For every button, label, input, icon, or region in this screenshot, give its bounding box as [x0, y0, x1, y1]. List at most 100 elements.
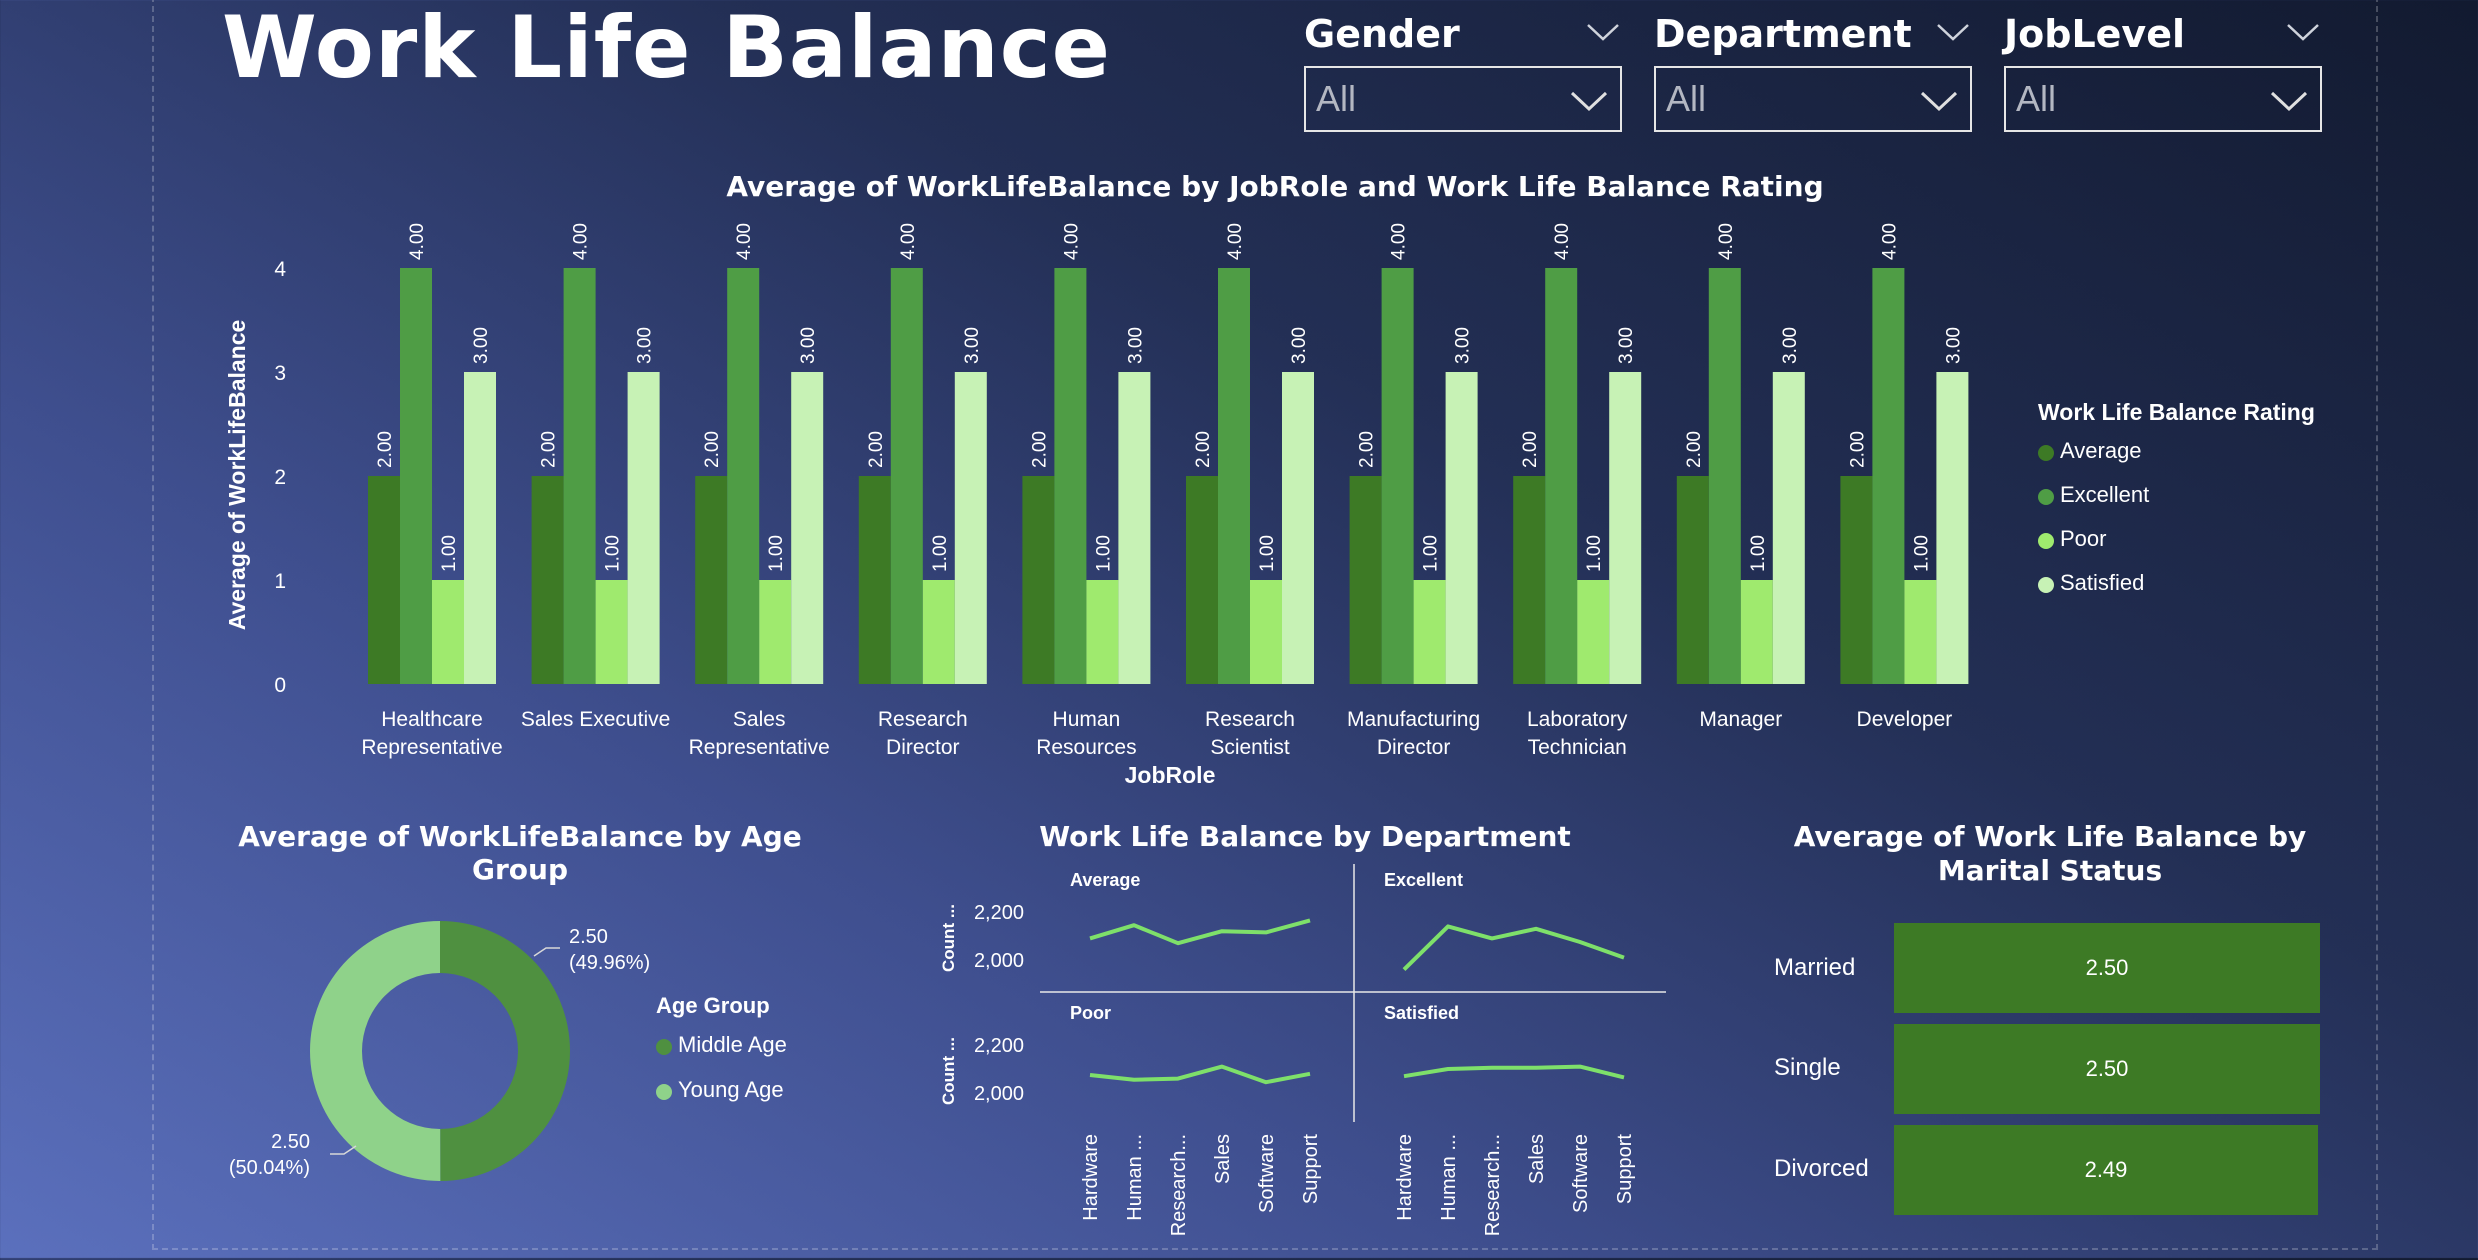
bar-average[interactable]	[1186, 476, 1218, 684]
bar-average[interactable]	[531, 476, 564, 684]
bar-satisfied[interactable]	[954, 372, 987, 684]
bar-average[interactable]	[368, 476, 400, 684]
bar-satisfied[interactable]	[1118, 372, 1151, 684]
department-slicer[interactable]: Department All	[1654, 8, 1972, 132]
bar-poor[interactable]	[1740, 580, 1773, 684]
bar-excellent[interactable]	[1872, 268, 1905, 684]
bar-excellent[interactable]	[1381, 268, 1414, 684]
chevron-down-icon[interactable]	[1920, 90, 1958, 112]
donut-percent-label: (49.96%)	[569, 952, 650, 974]
age-legend-title: Age Group	[656, 993, 770, 1018]
bar-data-label: 2.00	[702, 431, 723, 468]
panel-title-average: Average	[1070, 870, 1140, 890]
jobrole-chart-title: Average of WorkLifeBalance by JobRole an…	[726, 170, 1824, 203]
x-tick-label: Sales	[1212, 1134, 1234, 1184]
marital-bar-divorced[interactable]: 2.49	[1894, 1125, 2318, 1215]
x-tick-label: Director	[1377, 736, 1451, 759]
bar-excellent[interactable]	[890, 268, 923, 684]
marital-bar-single[interactable]: 2.50	[1894, 1024, 2320, 1114]
bar-average[interactable]	[695, 476, 728, 684]
chevron-down-icon[interactable]	[2270, 90, 2308, 112]
bar-poor[interactable]	[922, 580, 955, 684]
x-tick-label: Sales	[1526, 1134, 1548, 1184]
bar-poor[interactable]	[759, 580, 792, 684]
bar-satisfied[interactable]	[1282, 372, 1314, 684]
bar-poor[interactable]	[1413, 580, 1446, 684]
marital-label-divorced: Divorced	[1774, 1155, 1869, 1182]
bar-average[interactable]	[1513, 476, 1546, 684]
bar-poor[interactable]	[1904, 580, 1937, 684]
legend-item-young-age[interactable]: Young Age	[654, 1075, 784, 1105]
gender-dropdown[interactable]: All	[1304, 66, 1622, 132]
chevron-down-icon[interactable]	[1570, 90, 1608, 112]
line-series-excellent[interactable]	[1402, 924, 1625, 972]
bar-poor[interactable]	[1086, 580, 1119, 684]
bar-data-label: 3.00	[962, 327, 983, 364]
bar-average[interactable]	[1022, 476, 1055, 684]
legend-item-excellent[interactable]: Excellent	[2036, 480, 2149, 510]
department-line-small-multiples: 2,200 2,000 Count ... 2,200 2,000 Count ... Av…	[939, 864, 1666, 1236]
line-series-satisfied[interactable]	[1403, 1064, 1625, 1080]
bar-data-label: 2.00	[1847, 431, 1868, 468]
bar-satisfied[interactable]	[464, 372, 496, 684]
department-dropdown-value: All	[1666, 78, 1707, 119]
bar-satisfied[interactable]	[1772, 372, 1805, 684]
bar-average[interactable]	[1349, 476, 1382, 684]
marital-chart-title: Average of Work Life Balance by Marital …	[1793, 820, 2307, 887]
line-series-average[interactable]	[1089, 918, 1311, 946]
age-chart-title: Average of WorkLifeBalance by Age Group	[238, 820, 802, 886]
bar-excellent[interactable]	[1708, 268, 1741, 684]
bar-data-label: 4.00	[571, 223, 592, 260]
department-chart-title: Work Life Balance by Department	[1039, 820, 1571, 853]
legend-label-poor: Poor	[2060, 526, 2107, 551]
donut-slice-middle-age[interactable]	[440, 921, 571, 1181]
chevron-down-icon[interactable]	[1586, 22, 1620, 42]
bar-excellent[interactable]	[727, 268, 760, 684]
bar-data-label: 2.00	[1684, 431, 1705, 468]
bar-average[interactable]	[1676, 476, 1709, 684]
x-tick-label: Human	[1053, 708, 1121, 731]
chevron-down-icon[interactable]	[1936, 22, 1970, 42]
bar-satisfied[interactable]	[1445, 372, 1478, 684]
bar-satisfied[interactable]	[1936, 372, 1969, 684]
y-tick-label: 1	[274, 570, 286, 593]
bar-average[interactable]	[858, 476, 891, 684]
legend-item-poor[interactable]: Poor	[2036, 524, 2106, 554]
bar-average[interactable]	[1840, 476, 1873, 684]
marital-bar-married[interactable]: 2.50	[1894, 923, 2320, 1013]
bar-excellent[interactable]	[1545, 268, 1578, 684]
bar-data-label: 4.00	[1552, 223, 1573, 260]
bar-satisfied[interactable]	[791, 372, 824, 684]
legend-item-average[interactable]: Average	[2036, 436, 2142, 466]
bar-data-label: 1.00	[603, 535, 624, 572]
line-series-poor[interactable]	[1089, 1064, 1311, 1085]
bar-data-label: 1.00	[1911, 535, 1932, 572]
bar-excellent[interactable]	[563, 268, 596, 684]
joblevel-dropdown[interactable]: All	[2004, 66, 2322, 132]
x-tick-label: Support	[1614, 1134, 1636, 1204]
bar-satisfied[interactable]	[627, 372, 660, 684]
bar-poor[interactable]	[1250, 580, 1282, 684]
gender-slicer[interactable]: Gender All	[1304, 8, 1622, 132]
x-tick-label: Research	[878, 708, 968, 731]
marital-label-married: Married	[1774, 954, 1856, 981]
bar-poor[interactable]	[432, 580, 464, 684]
legend-item-satisfied[interactable]: Satisfied	[2036, 568, 2144, 598]
chevron-down-icon[interactable]	[2286, 22, 2320, 42]
bar-data-label: 1.00	[930, 535, 951, 572]
bar-excellent[interactable]	[400, 268, 432, 684]
bar-data-label: 3.00	[798, 327, 819, 364]
bar-data-label: 2.00	[375, 431, 396, 468]
marital-label-single: Single	[1774, 1054, 1841, 1081]
bar-poor[interactable]	[595, 580, 628, 684]
donut-slice-young-age[interactable]	[310, 921, 441, 1181]
bar-satisfied[interactable]	[1609, 372, 1642, 684]
bar-data-label: 2.00	[1029, 431, 1050, 468]
bar-poor[interactable]	[1577, 580, 1610, 684]
department-dropdown[interactable]: All	[1654, 66, 1972, 132]
bar-excellent[interactable]	[1054, 268, 1087, 684]
bar-data-label: 4.00	[734, 223, 755, 260]
joblevel-slicer[interactable]: JobLevel All	[2004, 8, 2322, 132]
legend-item-middle-age[interactable]: Middle Age	[654, 1030, 787, 1060]
bar-excellent[interactable]	[1218, 268, 1250, 684]
